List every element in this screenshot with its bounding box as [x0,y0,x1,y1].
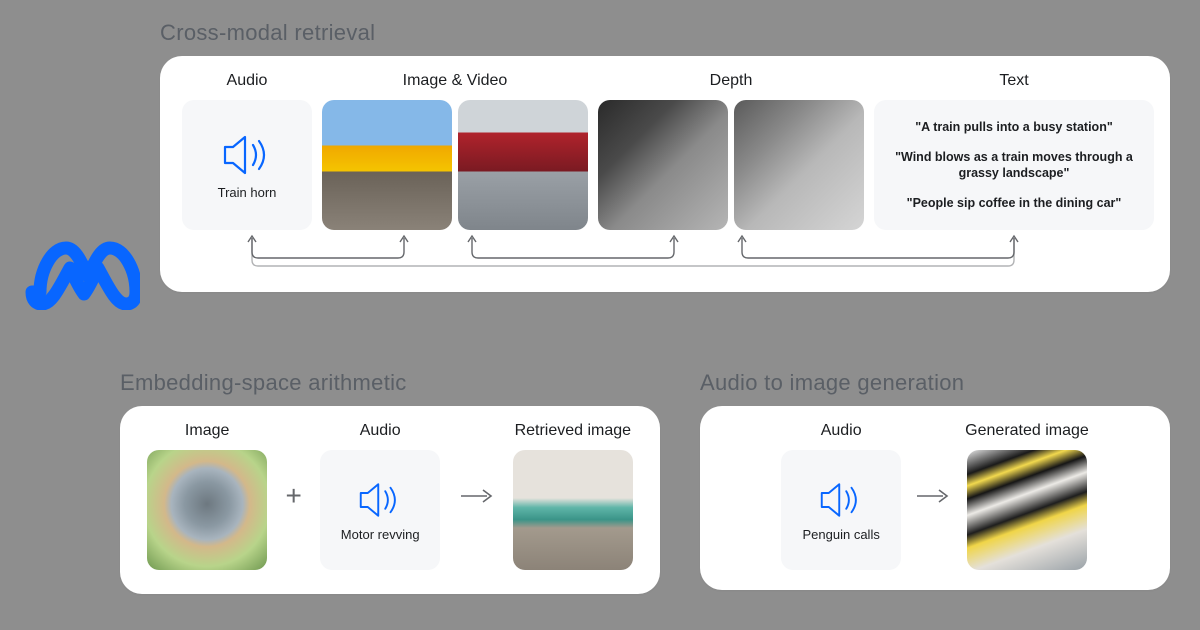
section-audio-to-image: Audio to image generation Audio Penguin … [700,370,1170,590]
col-image: Image [147,422,267,570]
panel-cross-modal: Audio Train horn Image & Video [160,56,1170,292]
col-image-video: Image & Video [322,72,588,230]
text-line-3: "People sip coffee in the dining car" [907,195,1122,211]
col-depth: Depth [598,72,864,230]
arrow-icon [459,486,495,506]
retrieved-label: Retrieved image [515,422,632,440]
audio-caption: Train horn [218,185,277,200]
depth-map-2 [734,100,864,230]
col-audio: Audio Penguin calls [781,422,901,570]
col-audio: Audio Train horn [182,72,312,230]
text-tile: "A train pulls into a busy station" "Win… [874,100,1154,230]
speaker-icon [816,479,866,521]
imagevideo-label: Image & Video [403,72,508,90]
audio-tile: Train horn [182,100,312,230]
text-line-1: "A train pulls into a busy station" [915,119,1113,135]
audio-caption: Motor revving [341,527,420,542]
plus-operator: + [285,480,301,512]
col-text: Text "A train pulls into a busy station"… [874,72,1154,230]
speaker-icon [219,131,275,179]
depth-label: Depth [710,72,753,90]
section-embedding-arithmetic: Embedding-space arithmetic Image + Audio… [120,370,660,594]
image-penguins [967,450,1087,570]
generated-label: Generated image [965,422,1089,440]
col-audio: Audio Motor revving [320,422,440,570]
panel-generation: Audio Penguin calls Generated image [700,406,1170,590]
depth-map-1 [598,100,728,230]
audio-label: Audio [227,72,268,90]
image-label: Image [185,422,229,440]
section-title: Embedding-space arithmetic [120,370,660,396]
retrieval-arrows [182,234,1148,272]
arrow-icon [915,486,951,506]
col-generated: Generated image [965,422,1089,570]
meta-logo [20,230,140,310]
panel-arithmetic: Image + Audio Motor revving [120,406,660,594]
audio-tile: Motor revving [320,450,440,570]
audio-label: Audio [360,422,401,440]
section-title: Cross-modal retrieval [160,20,1170,46]
col-retrieved: Retrieved image [513,422,633,570]
text-label: Text [999,72,1028,90]
section-cross-modal: Cross-modal retrieval Audio Train horn I… [160,20,1170,292]
text-line-2: "Wind blows as a train moves through a g… [888,149,1140,182]
image-yellow-train [322,100,452,230]
image-scooter-birds [513,450,633,570]
audio-label: Audio [821,422,862,440]
image-pigeon [147,450,267,570]
audio-tile: Penguin calls [781,450,901,570]
image-red-train [458,100,588,230]
audio-caption: Penguin calls [803,527,880,542]
section-title: Audio to image generation [700,370,1170,396]
speaker-icon [355,479,405,521]
